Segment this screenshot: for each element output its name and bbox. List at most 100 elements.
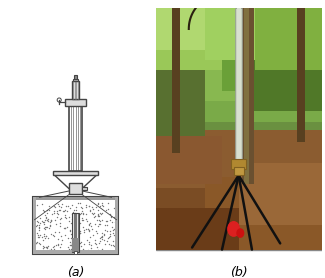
Point <box>101 233 107 237</box>
Point <box>83 205 88 209</box>
Point <box>84 238 90 242</box>
Point <box>90 207 96 211</box>
Point <box>111 206 116 211</box>
Point <box>74 226 79 230</box>
Point <box>71 236 76 240</box>
Point <box>41 246 46 251</box>
Point <box>53 205 58 210</box>
Point <box>45 211 50 215</box>
Point <box>64 225 70 229</box>
Point <box>111 244 116 248</box>
Point <box>106 201 111 205</box>
Point <box>84 212 89 216</box>
Point <box>49 218 54 222</box>
Point <box>80 217 85 222</box>
Point <box>54 211 59 216</box>
Point <box>51 208 57 213</box>
Point <box>111 233 116 238</box>
Point <box>62 226 68 230</box>
Point <box>95 247 100 252</box>
Point <box>70 210 75 215</box>
Point <box>91 212 96 216</box>
Bar <box>69 183 82 194</box>
Bar <box>244 2 249 183</box>
Point <box>70 203 75 207</box>
Point <box>93 214 98 218</box>
Bar <box>73 79 78 81</box>
Point <box>45 246 50 251</box>
Point <box>112 215 117 220</box>
Point <box>43 234 48 238</box>
Point <box>87 208 93 212</box>
Point <box>80 212 85 216</box>
Point <box>98 235 103 240</box>
Point <box>43 213 48 218</box>
Point <box>64 203 69 208</box>
Point <box>103 219 109 223</box>
Point <box>81 225 86 230</box>
Point <box>79 205 84 209</box>
Point <box>82 242 87 247</box>
Bar <box>231 159 246 169</box>
Bar <box>156 8 239 101</box>
Point <box>47 222 52 227</box>
Point <box>98 239 103 243</box>
Point <box>34 203 40 207</box>
Point <box>48 217 53 222</box>
Point <box>107 231 112 236</box>
Point <box>69 240 74 245</box>
Point <box>54 222 59 226</box>
Point <box>57 217 62 221</box>
Point <box>45 218 50 223</box>
Point <box>38 216 43 220</box>
Point <box>89 227 95 231</box>
Point <box>96 213 101 217</box>
Point <box>58 220 63 225</box>
Point <box>71 243 76 248</box>
Point <box>41 225 46 230</box>
Point <box>62 215 68 220</box>
Point <box>68 206 73 210</box>
Point <box>49 219 54 224</box>
Point <box>80 210 85 215</box>
Point <box>69 235 74 240</box>
Point <box>110 220 115 224</box>
Point <box>105 239 110 243</box>
Point <box>86 221 91 226</box>
Point <box>111 239 116 244</box>
Point <box>47 223 52 228</box>
Point <box>47 248 52 252</box>
Point <box>58 224 63 229</box>
Point <box>99 231 104 236</box>
Point <box>34 231 39 235</box>
Point <box>72 231 77 235</box>
Point <box>96 241 101 245</box>
Point <box>95 214 100 218</box>
Point <box>102 223 107 228</box>
Point <box>87 208 93 213</box>
Bar <box>72 81 79 100</box>
Point <box>44 208 49 212</box>
Point <box>93 221 98 226</box>
Point <box>113 220 118 224</box>
Point <box>58 234 63 238</box>
Point <box>69 217 74 221</box>
Point <box>98 211 104 216</box>
Point <box>56 243 61 248</box>
Point <box>37 226 42 230</box>
Point <box>58 208 63 213</box>
Bar <box>33 250 118 254</box>
Point <box>87 240 92 245</box>
Point <box>73 221 78 225</box>
Point <box>51 233 56 238</box>
Point <box>106 234 111 239</box>
Point <box>100 234 105 238</box>
Point <box>66 236 71 240</box>
Point <box>89 245 94 250</box>
Point <box>111 227 117 231</box>
Point <box>34 219 39 224</box>
Point <box>46 204 51 208</box>
Point <box>46 243 51 248</box>
Bar <box>242 2 254 183</box>
Point <box>103 242 108 246</box>
